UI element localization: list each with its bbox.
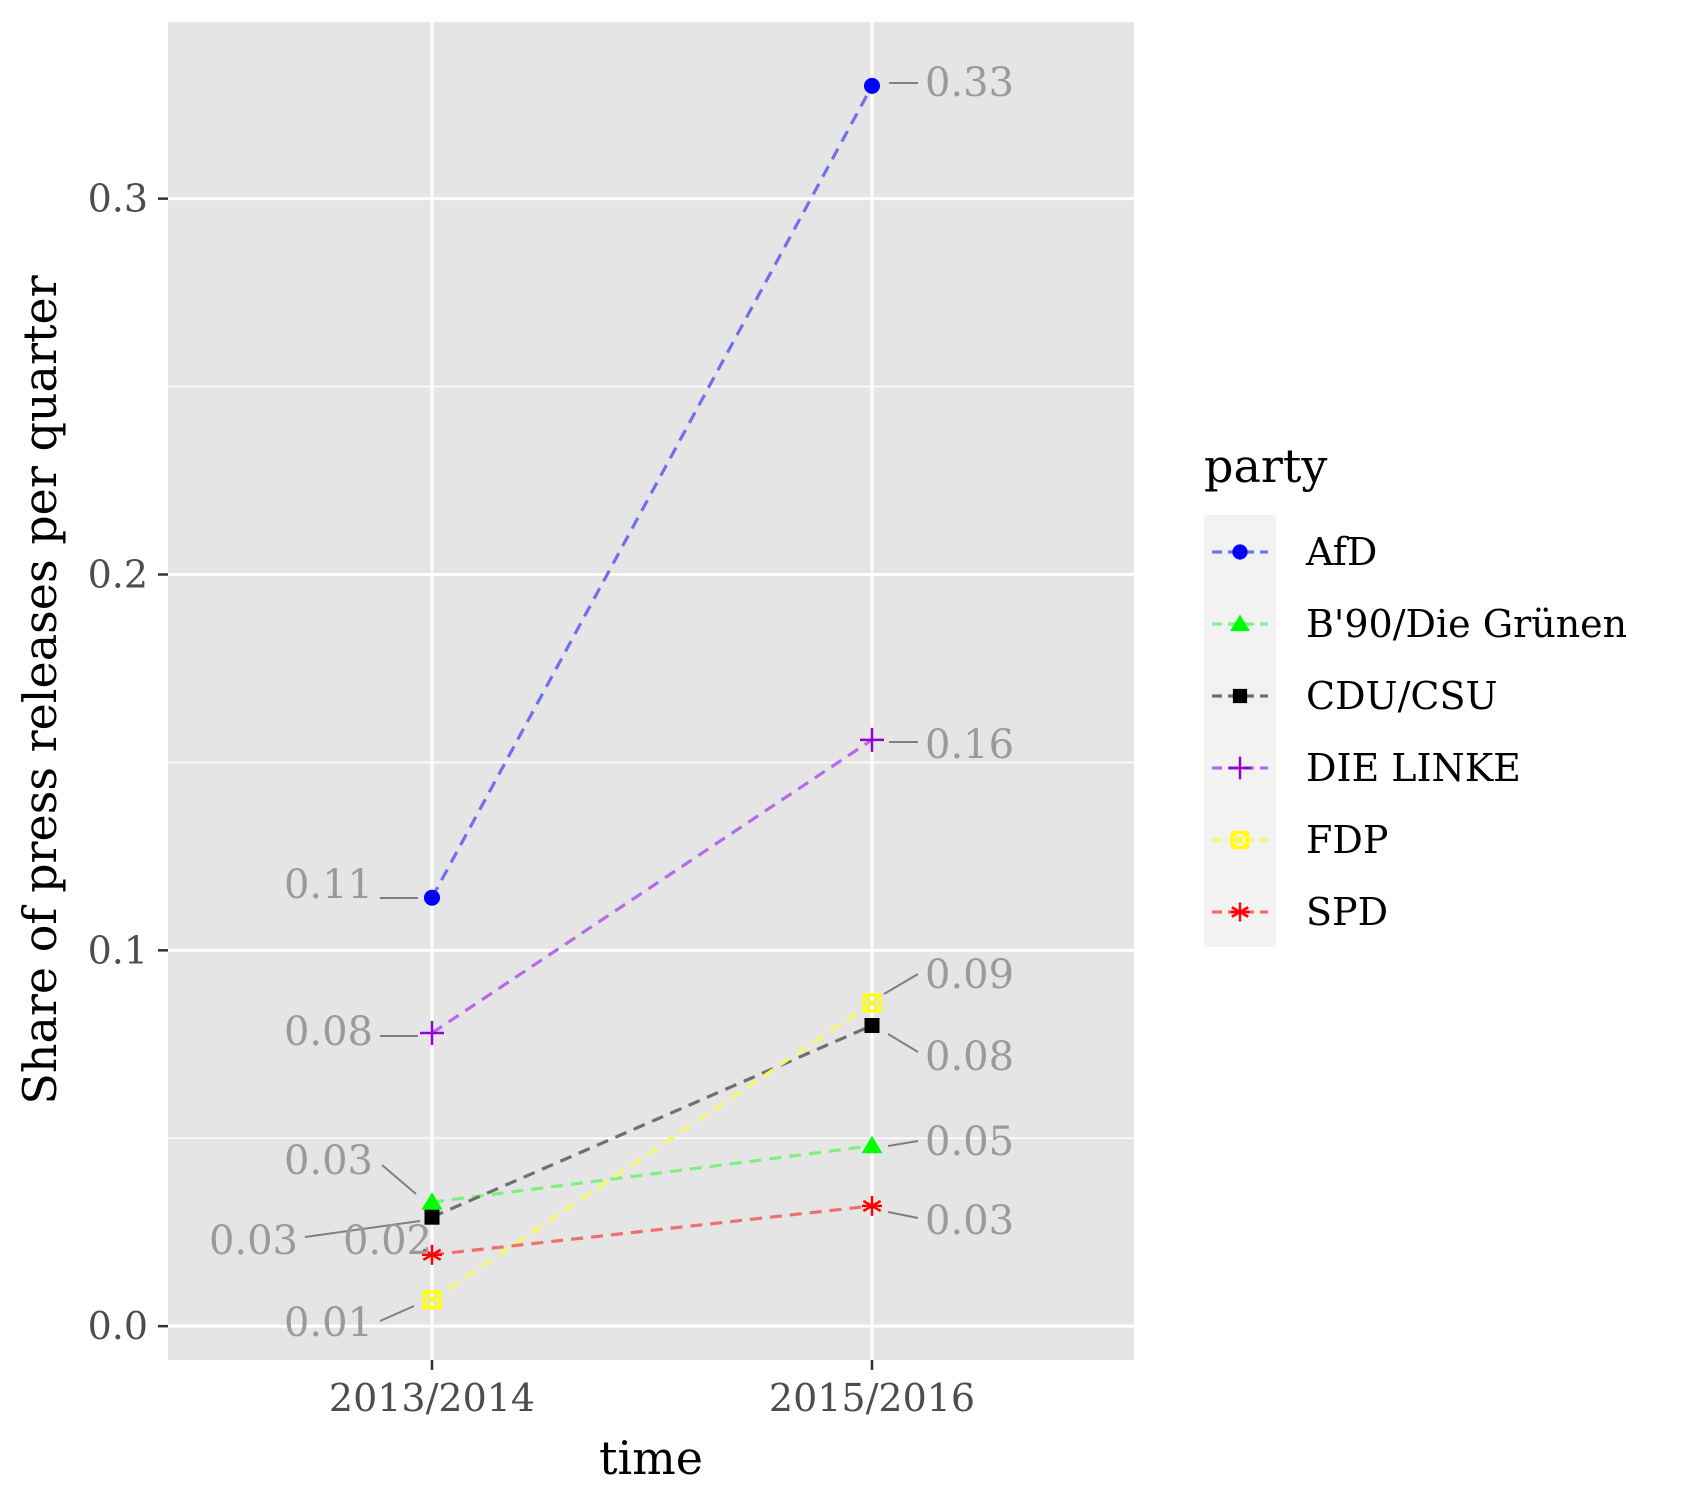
data-label: 0.02	[343, 1218, 432, 1264]
panel-background	[168, 22, 1134, 1360]
point-marker	[420, 1021, 444, 1046]
legend-item: FDP	[1212, 818, 1388, 862]
point-marker	[1230, 614, 1250, 632]
point-marker	[422, 1290, 442, 1310]
data-label: 0.05	[925, 1119, 1014, 1165]
label-connector	[887, 1140, 919, 1147]
y-axis-title: Share of press releases per quarter	[13, 275, 67, 1104]
x-tick-label: 2015/2016	[769, 1376, 975, 1420]
series-line	[431, 1204, 873, 1257]
label-connector	[887, 1211, 919, 1219]
point-marker	[862, 1195, 882, 1216]
data-label: 0.08	[284, 1009, 373, 1055]
point-marker	[864, 77, 880, 94]
point-marker	[424, 1209, 440, 1225]
series-line	[431, 738, 873, 1035]
legend-label: AfD	[1305, 530, 1377, 574]
data-label: 0.33	[925, 60, 1014, 106]
series-line	[431, 1001, 873, 1302]
point-marker	[864, 1018, 880, 1033]
label-connector	[304, 1220, 421, 1238]
x-axis-title: time	[599, 1431, 703, 1485]
legend-title: party	[1204, 439, 1327, 493]
legend-item: SPD	[1212, 890, 1388, 934]
point-marker	[860, 727, 884, 752]
series-line	[431, 1144, 873, 1204]
legend-item: AfD	[1212, 530, 1377, 574]
point-marker	[421, 1192, 443, 1210]
series-layer: 0.11 0.33 0.03 0.05 0.03 0.08 0.08 0.16 0.01 0.09…	[209, 60, 1014, 1346]
data-label: 0.16	[925, 722, 1014, 768]
data-label: 0.08	[925, 1034, 1014, 1080]
point-marker	[422, 1244, 442, 1265]
label-connector	[883, 973, 919, 995]
x-tick-label: 2013/2014	[329, 1376, 535, 1420]
point-marker	[1232, 688, 1248, 704]
data-label: 0.03	[284, 1138, 373, 1184]
label-connector	[379, 1305, 415, 1322]
data-label: 0.09	[925, 952, 1014, 998]
point-marker	[1230, 902, 1250, 922]
point-marker	[861, 1135, 883, 1154]
data-label: 0.03	[209, 1218, 298, 1264]
legend-item: B'90/Die Grünen	[1212, 602, 1627, 646]
y-tick-label: 0.0	[88, 1304, 148, 1348]
point-marker	[862, 993, 882, 1013]
legend-label: B'90/Die Grünen	[1306, 602, 1627, 646]
label-connector	[381, 1164, 417, 1195]
data-label: 0.03	[925, 1198, 1014, 1244]
point-marker	[1230, 830, 1250, 850]
label-connector	[887, 1033, 919, 1053]
point-marker	[1232, 544, 1248, 560]
y-tick-label: 0.1	[88, 928, 148, 972]
point-marker	[424, 889, 440, 906]
point-marker	[1228, 756, 1252, 780]
legend-label: SPD	[1306, 890, 1388, 934]
legend: party AfD B'90/Die Grünen CDU/CSU DIE LINKE…	[1204, 439, 1627, 947]
legend-label: CDU/CSU	[1306, 674, 1498, 718]
data-label: 0.01	[284, 1300, 373, 1346]
data-label: 0.11	[284, 862, 373, 908]
legend-item: DIE LINKE	[1212, 746, 1521, 790]
legend-label: DIE LINKE	[1306, 746, 1521, 790]
y-tick-label: 0.2	[88, 552, 148, 596]
legend-label: FDP	[1306, 818, 1388, 862]
legend-item: CDU/CSU	[1212, 674, 1498, 718]
y-tick-label: 0.3	[88, 177, 148, 221]
series-line	[430, 85, 874, 899]
legend-key-background	[1204, 515, 1276, 947]
axes: 0.0 0.1 0.2 0.3 2013/2014 2015/2016	[88, 177, 976, 1420]
